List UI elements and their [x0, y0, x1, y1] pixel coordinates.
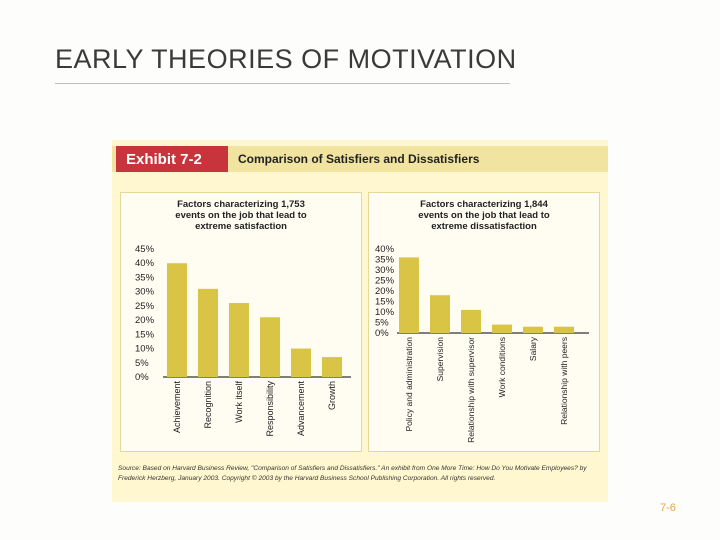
satisfiers-category-label: Growth	[327, 381, 337, 410]
dissatisfiers-bar	[523, 326, 543, 333]
dissatisfiers-category-label: Salary	[528, 336, 538, 361]
dissatisfiers-bar	[492, 324, 512, 333]
satisfiers-bar	[198, 288, 218, 377]
dissatisfiers-y-tick-label: 5%	[375, 318, 389, 329]
satisfiers-category-label: Achievement	[172, 381, 182, 434]
dissatisfiers-bar	[399, 257, 419, 333]
dissatisfiers-category-label: Work conditions	[497, 337, 507, 397]
dissatisfiers-panel: Factors characterizing 1,844 events on t…	[368, 192, 600, 452]
satisfiers-bar	[229, 303, 249, 377]
page-number: 7-6	[660, 502, 676, 514]
satisfiers-category-label: Responsibility	[265, 381, 275, 437]
satisfiers-y-tick-label: 40%	[135, 258, 155, 269]
exhibit-figure: Exhibit 7-2 Comparison of Satisfiers and…	[112, 140, 608, 502]
satisfiers-y-tick-label: 10%	[135, 344, 155, 355]
dissatisfiers-y-tick-label: 15%	[375, 297, 395, 308]
dissatisfiers-y-tick-label: 30%	[375, 265, 395, 276]
dissatisfiers-y-tick-label: 25%	[375, 276, 395, 287]
satisfiers-chart-title: Factors characterizing 1,753 events on t…	[175, 199, 307, 232]
satisfiers-panel: Factors characterizing 1,753 events on t…	[120, 192, 362, 452]
exhibit-heading: Comparison of Satisfiers and Dissatisfie…	[238, 152, 480, 166]
slide-title: EARLY THEORIES OF MOTIVATION	[55, 44, 517, 74]
satisfiers-bar	[260, 317, 280, 377]
satisfiers-y-tick-label: 20%	[135, 315, 155, 326]
satisfiers-y-tick-label: 35%	[135, 272, 155, 283]
dissatisfiers-y-tick-label: 0%	[375, 328, 389, 339]
dissatisfiers-category-label: Supervision	[435, 337, 445, 382]
title-divider	[55, 83, 510, 84]
dissatisfiers-category-label: Relationship with peers	[559, 337, 569, 425]
dissatisfiers-bar	[461, 309, 481, 333]
dissatisfiers-category-label: Relationship with supervisor	[466, 337, 476, 443]
satisfiers-y-tick-label: 45%	[135, 244, 155, 255]
satisfiers-y-tick-label: 30%	[135, 287, 155, 298]
dissatisfiers-y-tick-label: 40%	[375, 244, 395, 255]
dissatisfiers-y-tick-label: 10%	[375, 307, 395, 318]
dissatisfiers-category-label: Policy and administration	[404, 337, 414, 432]
satisfiers-bar	[167, 263, 187, 377]
satisfiers-y-tick-label: 5%	[135, 358, 149, 369]
dissatisfiers-y-tick-label: 35%	[375, 255, 395, 266]
satisfiers-y-tick-label: 25%	[135, 301, 155, 312]
dissatisfiers-y-tick-label: 20%	[375, 286, 395, 297]
satisfiers-y-tick-label: 0%	[135, 372, 149, 383]
dissatisfiers-chart: 0%5%10%15%20%25%30%35%40% Policy and admi…	[375, 244, 589, 443]
satisfiers-category-label: Recognition	[203, 381, 213, 429]
dissatisfiers-bar	[554, 326, 574, 333]
exhibit-tag: Exhibit 7-2	[116, 146, 228, 172]
satisfiers-category-label: Work itself	[234, 381, 244, 423]
satisfiers-chart: 0% 5% 10% 15% 20% 25% 30% 35% 40% 45% Achievement R…	[135, 244, 351, 437]
exhibit-source-note: Source: Based on Harvard Business Review…	[118, 465, 587, 482]
satisfiers-bar	[291, 348, 311, 377]
dissatisfiers-chart-title: Factors characterizing 1,844 events on t…	[418, 199, 550, 232]
exhibit-header: Exhibit 7-2 Comparison of Satisfiers and…	[112, 146, 608, 172]
satisfiers-y-tick-label: 15%	[135, 329, 155, 340]
dissatisfiers-bar	[430, 295, 450, 333]
satisfiers-bar	[322, 357, 342, 377]
satisfiers-category-label: Advancement	[296, 381, 306, 437]
